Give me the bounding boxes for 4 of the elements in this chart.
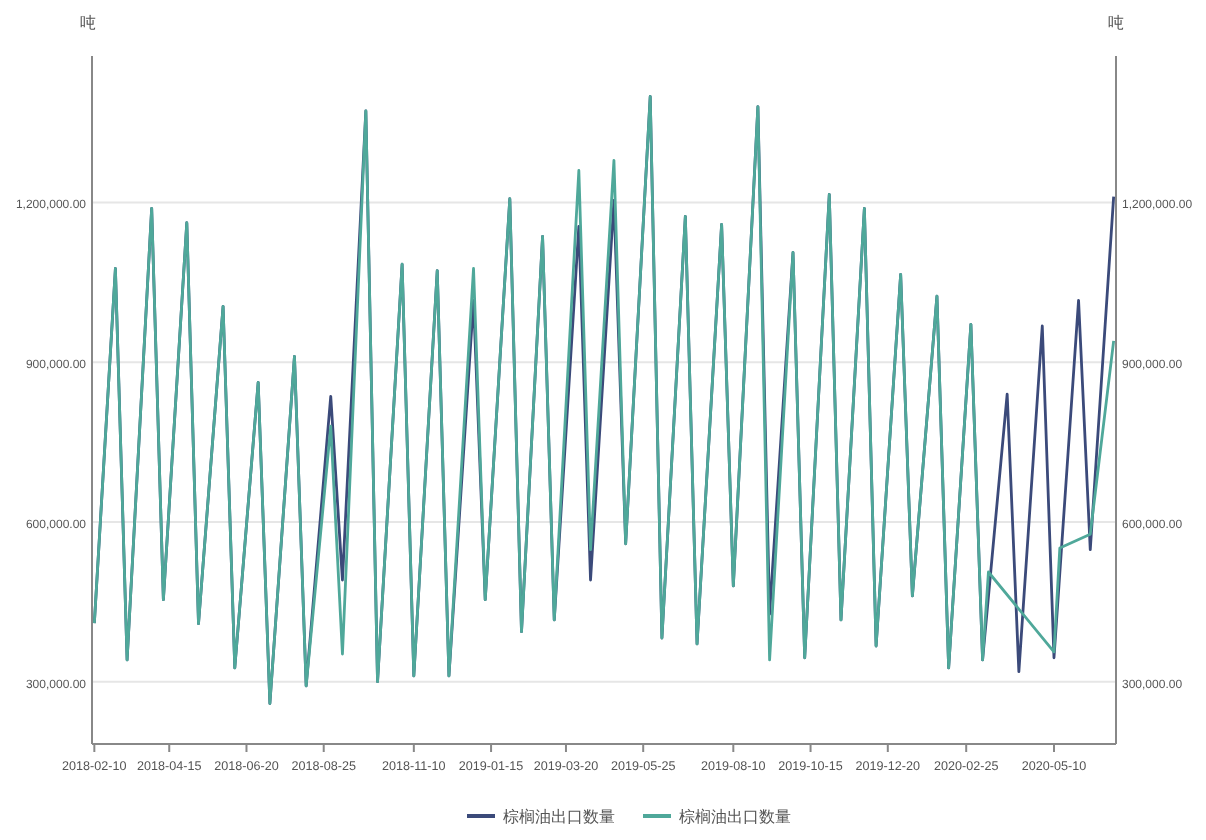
y2-axis-title: 吨: [1108, 14, 1124, 32]
y-axis-title: 吨: [80, 14, 96, 32]
legend-label: 棕榈油出口数量: [503, 808, 615, 826]
legend-label: 棕榈油出口数量: [679, 808, 791, 826]
